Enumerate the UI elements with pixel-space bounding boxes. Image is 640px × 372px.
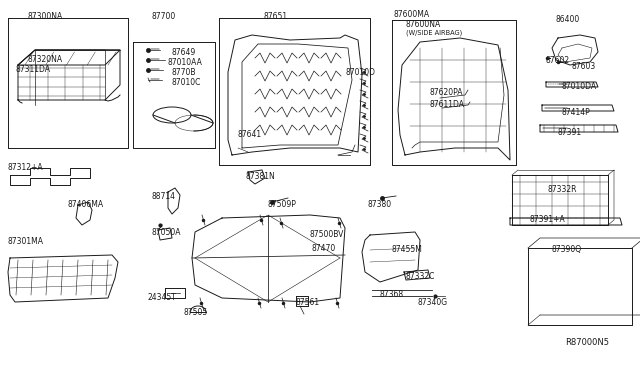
Text: 87505: 87505 <box>183 308 207 317</box>
Text: 87649: 87649 <box>171 48 195 57</box>
Text: 87600NA: 87600NA <box>406 20 441 29</box>
Text: 87611DA: 87611DA <box>430 100 465 109</box>
Text: 87010AA: 87010AA <box>168 58 203 67</box>
Text: 87390Q: 87390Q <box>552 245 582 254</box>
Text: 87391: 87391 <box>558 128 582 137</box>
Text: 87010C: 87010C <box>171 78 200 87</box>
Text: 87320NA: 87320NA <box>28 55 63 64</box>
Text: 87300NA: 87300NA <box>28 12 63 21</box>
Text: 87010D: 87010D <box>345 68 375 77</box>
Text: 87340G: 87340G <box>418 298 448 307</box>
Text: 87651: 87651 <box>264 12 288 21</box>
Text: 87301MA: 87301MA <box>8 237 44 246</box>
Text: 87620PA: 87620PA <box>430 88 463 97</box>
Text: 87381N: 87381N <box>245 172 275 181</box>
Text: 87500BV: 87500BV <box>310 230 344 239</box>
Text: 87561: 87561 <box>295 298 319 307</box>
Text: 87368: 87368 <box>380 290 404 299</box>
Text: 87641: 87641 <box>238 130 262 139</box>
Text: 87380: 87380 <box>368 200 392 209</box>
Text: 87311DA: 87311DA <box>15 65 50 74</box>
Text: (W/SIDE AIRBAG): (W/SIDE AIRBAG) <box>406 29 462 35</box>
Text: 87414P: 87414P <box>562 108 591 117</box>
Text: 87050A: 87050A <box>152 228 182 237</box>
Text: 87312+A: 87312+A <box>8 163 44 172</box>
Text: R87000N5: R87000N5 <box>565 338 609 347</box>
Text: 24345T: 24345T <box>148 293 177 302</box>
Text: 87332C: 87332C <box>406 272 435 281</box>
Text: 87470: 87470 <box>312 244 336 253</box>
Text: 86400: 86400 <box>555 15 579 24</box>
Text: 87602: 87602 <box>545 56 569 65</box>
Text: 87010DA: 87010DA <box>562 82 597 91</box>
Text: 87603: 87603 <box>571 62 595 71</box>
Text: 8770B: 8770B <box>171 68 195 77</box>
Text: 88714: 88714 <box>152 192 176 201</box>
Text: 87455M: 87455M <box>392 245 423 254</box>
Text: 87391+A: 87391+A <box>530 215 566 224</box>
Text: 87700: 87700 <box>152 12 176 21</box>
Text: 87406MA: 87406MA <box>68 200 104 209</box>
Text: 87509P: 87509P <box>268 200 297 209</box>
Text: 87600MA: 87600MA <box>394 10 430 19</box>
Text: 87332R: 87332R <box>548 185 577 194</box>
